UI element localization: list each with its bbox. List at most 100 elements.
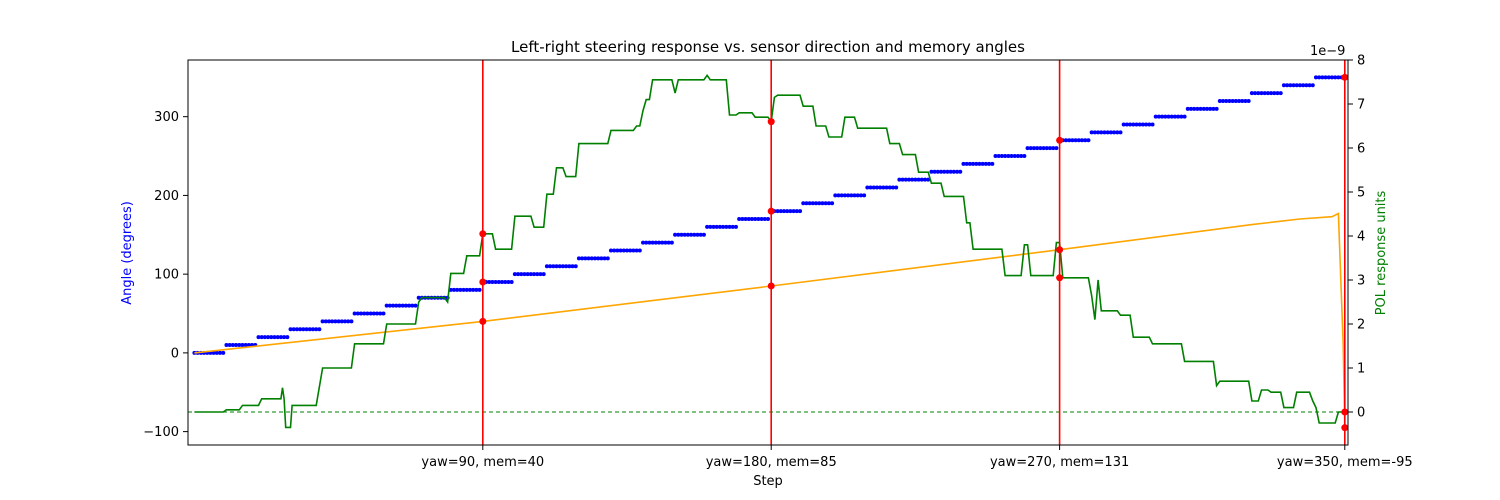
- yaw-point: [346, 319, 351, 324]
- x-axis-title: Step: [753, 474, 783, 489]
- yaw-point: [275, 335, 280, 340]
- yaw-point: [644, 240, 649, 245]
- yaw-point: [708, 224, 713, 229]
- yaw-point: [788, 209, 793, 214]
- yaw-point: [227, 343, 232, 348]
- yaw-point: [375, 311, 380, 316]
- yaw-point: [910, 177, 915, 182]
- yaw-point: [1124, 122, 1129, 127]
- left-axis-title: Angle (degrees): [120, 201, 135, 305]
- yaw-point: [320, 319, 325, 324]
- x-tick-label: yaw=350, mem=-95: [1277, 455, 1413, 470]
- left-tick-label: 0: [171, 346, 179, 361]
- yaw-point: [801, 201, 806, 206]
- yaw-point: [503, 280, 508, 285]
- yaw-point: [740, 217, 745, 222]
- yaw-point: [794, 209, 799, 214]
- yaw-point: [1099, 130, 1104, 135]
- yaw-point: [862, 193, 867, 198]
- yaw-point: [650, 240, 655, 245]
- event-marker: [479, 317, 487, 325]
- yaw-point: [1192, 106, 1197, 111]
- yaw-point: [695, 232, 700, 237]
- right-tick-label: 6: [1357, 142, 1365, 157]
- yaw-point: [756, 217, 761, 222]
- yaw-point: [647, 240, 652, 245]
- yaw-point: [1051, 146, 1056, 151]
- yaw-point: [586, 256, 591, 261]
- yaw-point: [855, 193, 860, 198]
- yaw-point: [724, 224, 729, 229]
- yaw-point: [1031, 146, 1036, 151]
- event-marker: [1056, 246, 1064, 254]
- yaw-point: [663, 240, 668, 245]
- yaw-point: [278, 335, 283, 340]
- yaw-point: [326, 319, 331, 324]
- yaw-point: [1272, 91, 1277, 96]
- yaw-point: [557, 264, 562, 269]
- yaw-point: [1156, 114, 1161, 119]
- yaw-point: [826, 201, 831, 206]
- yaw-point: [682, 232, 687, 237]
- yaw-point: [371, 311, 376, 316]
- yaw-point: [1201, 106, 1206, 111]
- plot-frame: [187, 59, 1349, 446]
- yaw-point: [304, 327, 309, 332]
- yaw-point: [1115, 130, 1120, 135]
- yaw-point: [214, 350, 219, 355]
- yaw-point: [913, 177, 918, 182]
- yaw-point: [833, 193, 838, 198]
- yaw-point: [721, 224, 726, 229]
- yaw-point: [298, 327, 303, 332]
- yaw-point: [1278, 91, 1283, 96]
- yaw-point: [830, 201, 835, 206]
- yaw-point: [874, 185, 879, 190]
- left-axis-ticks: −100 0 100 200 300: [143, 110, 188, 440]
- yaw-point: [1205, 106, 1210, 111]
- yaw-point: [1067, 138, 1072, 143]
- yaw-point: [455, 287, 460, 292]
- yaw-point: [743, 217, 748, 222]
- x-tick-label: yaw=270, mem=131: [990, 455, 1129, 470]
- yaw-point: [1323, 75, 1328, 80]
- yaw-point: [493, 280, 498, 285]
- right-tick-label: 1: [1357, 362, 1365, 377]
- yaw-point: [657, 240, 662, 245]
- yaw-point: [798, 209, 803, 214]
- yaw-point: [1144, 122, 1149, 127]
- yaw-point: [1198, 106, 1203, 111]
- yaw-point: [349, 319, 354, 324]
- yaw-point: [641, 240, 646, 245]
- yaw-point: [532, 272, 537, 277]
- right-axis-ticks: 0 1 2 3 4 5 6 7 8: [1348, 54, 1365, 421]
- yaw-point: [1022, 154, 1027, 159]
- yaw-point: [964, 161, 969, 166]
- yaw-point: [410, 303, 415, 308]
- yaw-point: [679, 232, 684, 237]
- yaw-point: [567, 264, 572, 269]
- yaw-point: [820, 201, 825, 206]
- yaw-point: [1288, 83, 1293, 88]
- yaw-point: [224, 343, 229, 348]
- yaw-point: [1269, 91, 1274, 96]
- yaw-point: [343, 319, 348, 324]
- yaw-point: [1240, 98, 1245, 103]
- yaw-point: [519, 272, 524, 277]
- yaw-point: [625, 248, 630, 253]
- yaw-point: [1310, 83, 1315, 88]
- yaw-point: [884, 185, 889, 190]
- yaw-point: [544, 264, 549, 269]
- yaw-point: [458, 287, 463, 292]
- yaw-point: [1092, 130, 1097, 135]
- yaw-point: [599, 256, 604, 261]
- memory-angle-line: [194, 212, 1346, 428]
- yaw-point: [778, 209, 783, 214]
- yaw-point: [615, 248, 620, 253]
- yaw-point: [836, 193, 841, 198]
- yaw-point: [1307, 83, 1312, 88]
- yaw-point: [333, 319, 338, 324]
- yaw-point: [1291, 83, 1296, 88]
- yaw-point: [1313, 75, 1318, 80]
- yaw-point: [391, 303, 396, 308]
- yaw-point: [839, 193, 844, 198]
